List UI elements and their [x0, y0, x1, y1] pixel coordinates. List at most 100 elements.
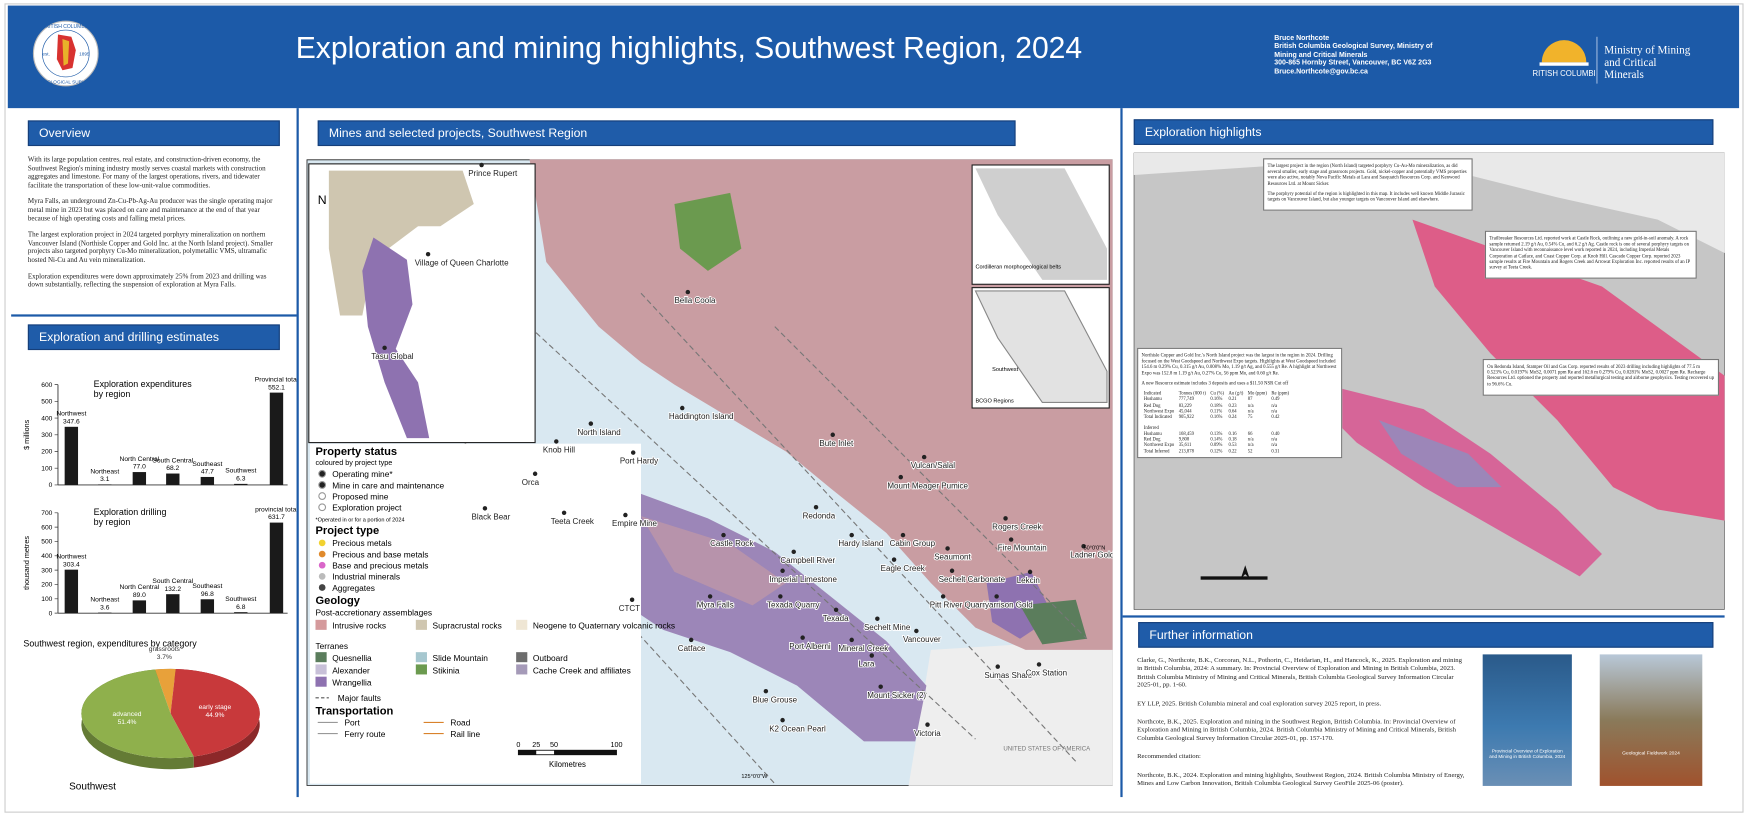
table-cell: 0.24 [1228, 413, 1237, 420]
table-cell: 0.64 [1228, 407, 1237, 414]
section-heading: Overview [27, 120, 280, 147]
section-heading: Exploration and drilling estimates [27, 324, 280, 351]
legend-symbol [318, 503, 327, 512]
y-axis-label: $ millions [22, 419, 31, 450]
value-label: 631.7 [268, 514, 285, 521]
place-label: Pitt River Quarry [930, 601, 989, 610]
legend-symbol [318, 481, 327, 489]
site-symbol [780, 568, 785, 574]
table-cell: 0.53 [1228, 441, 1237, 448]
place-label: Mineral Creek [838, 644, 889, 653]
wrangellia-area [1379, 420, 1502, 488]
logo-est: est. [42, 52, 50, 57]
value-label: 6.8 [236, 604, 246, 611]
legend-item: Wrangellia [332, 678, 372, 688]
table-cell: 52 [1247, 447, 1253, 454]
table-row: Northwest Expo 45,044 0.11% 0.64 n/a n/a [1142, 408, 1292, 414]
value-label: 6.3 [236, 476, 246, 483]
site-symbol [925, 722, 930, 727]
scale-label: 25 [532, 740, 540, 749]
place-label: Prince Rupert [468, 169, 518, 178]
table-cell: 87 [1247, 396, 1253, 402]
inset-regions-shape [974, 290, 1108, 404]
table-cell: 83,229 [1178, 402, 1192, 408]
site-symbol [849, 637, 854, 643]
bar [234, 483, 248, 485]
site-symbol [630, 450, 636, 455]
place-label: Empire Mine [612, 519, 658, 528]
region-map: Prince Rupert Village of Queen Charlotte T… [306, 159, 1113, 786]
place-label: Village of Queen Charlotte [415, 258, 509, 267]
legend-swatch [415, 652, 427, 663]
bar [200, 599, 215, 614]
table-cell: 0.49 [1271, 396, 1280, 402]
column-divider [1120, 108, 1123, 798]
paragraph: With its large population centres, real … [27, 156, 266, 190]
legend-item: Aggregates [332, 583, 375, 593]
reference: Northcote, B.K., 2024. Exploration and m… [1137, 772, 1465, 788]
y-tick-label: 100 [41, 465, 52, 472]
table-cell: 0.31 [1271, 447, 1280, 454]
resource-table: Indicated Tonnes (000 t) Cu (%) Au (g/t) Mo … [1142, 390, 1292, 454]
category-label: Northeast [90, 596, 119, 603]
overview-text: With its large population centres, real … [28, 156, 282, 297]
table-subheading: Inferred [1143, 424, 1159, 430]
y-tick-label: 400 [41, 553, 52, 560]
place-label: Sumas Shale [984, 671, 1032, 680]
site-symbol [949, 568, 955, 574]
poster-frame [4, 3, 1744, 813]
table-row: Inferred [1142, 420, 1292, 430]
legend-swatch [315, 664, 327, 675]
pie-category-label: grassroots [149, 646, 181, 653]
site-symbol [1027, 569, 1033, 575]
bar [234, 612, 248, 614]
legend-swatch [516, 619, 528, 630]
value-label: 3.6 [100, 604, 110, 611]
poster-title: Exploration and mining highlights, South… [295, 31, 1083, 65]
pie-slice [81, 669, 194, 759]
table-cell: Red Dog [1143, 435, 1161, 442]
site-symbol [763, 688, 769, 694]
pie-slice [155, 668, 176, 714]
legend-item: Alexander [332, 665, 370, 675]
bcgs-logo: BRITISH COLUMBIA GEOLOGICAL SURVEY est. … [32, 20, 99, 87]
value-label: 47.7 [201, 469, 214, 476]
place-label: Haddington Island [669, 412, 734, 421]
reference: Northcote, B.K., 2025. Exploration and m… [1137, 719, 1456, 743]
place-label: Fire Mountain [998, 544, 1047, 553]
author: Bruce Northcote [1274, 34, 1330, 43]
site-symbol [813, 505, 819, 510]
category-label: North Central [120, 584, 160, 591]
scale-label: 50 [550, 740, 558, 749]
legend-item: Quesnellia [332, 653, 372, 663]
table-cell: n/a [1247, 402, 1254, 408]
legend-item: Proposed mine [332, 491, 389, 501]
pie-chart: Southwest region, expenditures by catego… [23, 639, 260, 792]
category-label: Northeast [90, 468, 119, 475]
legend-item: Rail line [450, 729, 480, 739]
drilling-chart: 0 100 200 300 400 500 600 700 thousand metres Exp… [22, 506, 297, 617]
note-paragraph: The largest project in the region (North… [1267, 162, 1467, 186]
table-cell: 0.18% [1210, 402, 1223, 408]
logo-top: BRITISH COLUMBIA [42, 24, 90, 30]
legend-swatch [415, 619, 427, 630]
table-cell: 0.23 [1228, 402, 1237, 408]
y-tick-label: 300 [41, 432, 52, 439]
category-label: South Central [152, 457, 193, 464]
column-divider [296, 108, 299, 798]
logo-year: 1895 [79, 52, 90, 57]
cover-fieldwork: Geological Fieldwork 2024 [1599, 654, 1703, 786]
legend-item: Ferry route [344, 729, 385, 739]
pie-value-label: 51.4% [118, 719, 137, 726]
table-cell: 9,808 [1178, 435, 1190, 442]
paragraph: Exploration expenditures were down appro… [27, 272, 267, 289]
site-symbol [482, 506, 488, 511]
place-label: CTCT [619, 604, 640, 613]
bc-sun-logo: BRITISH COLUMBIA [1533, 40, 1595, 78]
bar [269, 522, 284, 614]
terrane-patch [1020, 599, 1087, 645]
legend-note: *Operated in or for a portion of 2024 [315, 518, 404, 524]
legend-item: Cache Creek and affiliates [533, 665, 631, 675]
logo-ring [42, 29, 90, 78]
coordinate-label: 50°0'0"N [1084, 546, 1106, 552]
